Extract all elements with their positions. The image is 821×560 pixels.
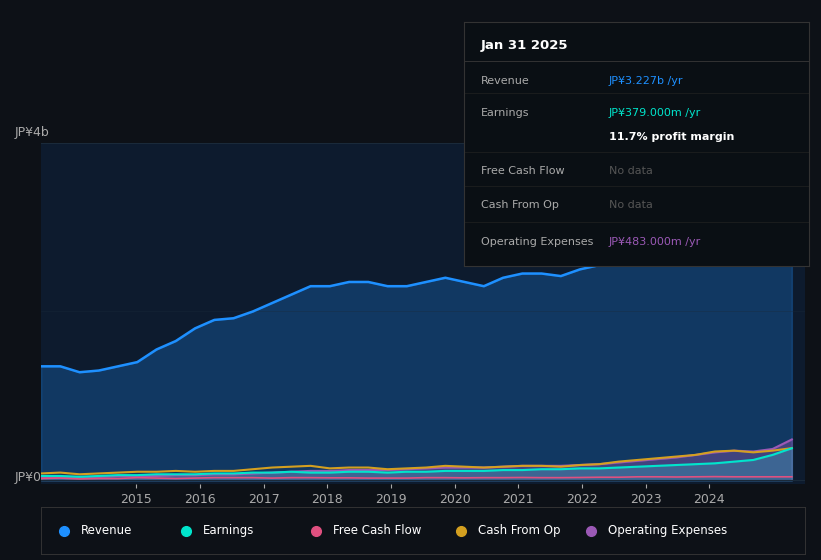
Text: JP¥3.227b /yr: JP¥3.227b /yr <box>608 76 683 86</box>
Text: Operating Expenses: Operating Expenses <box>481 237 594 246</box>
Text: Operating Expenses: Operating Expenses <box>608 524 727 537</box>
Text: 11.7% profit margin: 11.7% profit margin <box>608 132 734 142</box>
Text: Jan 31 2025: Jan 31 2025 <box>481 39 569 53</box>
Text: Cash From Op: Cash From Op <box>481 200 559 210</box>
Text: Revenue: Revenue <box>80 524 132 537</box>
Text: Earnings: Earnings <box>203 524 255 537</box>
Text: Free Cash Flow: Free Cash Flow <box>481 166 565 176</box>
Text: JP¥0: JP¥0 <box>14 472 41 484</box>
Text: Free Cash Flow: Free Cash Flow <box>333 524 421 537</box>
Text: JP¥379.000m /yr: JP¥379.000m /yr <box>608 108 701 118</box>
Text: Cash From Op: Cash From Op <box>478 524 560 537</box>
Text: JP¥483.000m /yr: JP¥483.000m /yr <box>608 237 701 246</box>
Text: No data: No data <box>608 200 653 210</box>
Text: Earnings: Earnings <box>481 108 530 118</box>
Text: JP¥4b: JP¥4b <box>14 127 49 139</box>
Text: No data: No data <box>608 166 653 176</box>
Text: Revenue: Revenue <box>481 76 530 86</box>
